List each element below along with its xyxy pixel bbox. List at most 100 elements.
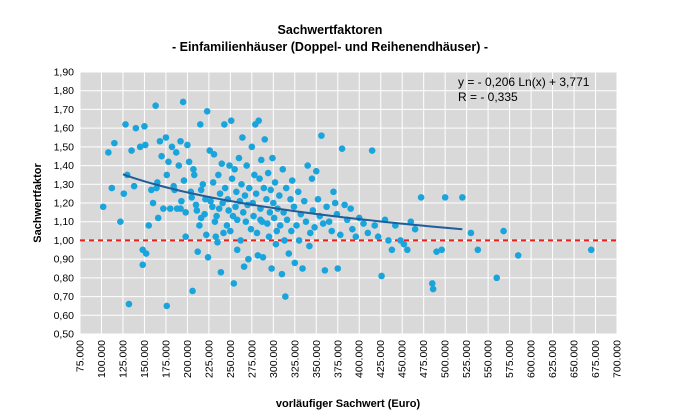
data-point xyxy=(190,166,197,173)
data-point xyxy=(428,280,436,287)
data-point xyxy=(493,274,501,282)
data-point xyxy=(400,240,408,248)
data-point xyxy=(105,149,112,156)
data-point xyxy=(111,139,118,147)
data-point xyxy=(165,158,172,166)
x-tick-label: 75.000 xyxy=(75,340,87,372)
data-point xyxy=(212,233,220,240)
data-point xyxy=(130,182,138,190)
data-point xyxy=(223,222,231,229)
data-point xyxy=(184,141,191,149)
data-point xyxy=(163,171,171,179)
data-point xyxy=(417,194,425,201)
data-point xyxy=(429,285,437,293)
y-tick-label: 0,90 xyxy=(54,254,75,266)
data-point xyxy=(237,237,244,244)
data-point xyxy=(253,229,261,237)
data-point xyxy=(411,225,419,233)
data-point xyxy=(364,229,372,237)
data-point xyxy=(162,134,170,141)
data-point xyxy=(220,229,227,237)
data-point xyxy=(227,117,235,124)
data-point xyxy=(225,207,232,214)
data-point xyxy=(240,263,248,270)
data-point xyxy=(99,203,107,211)
data-point xyxy=(291,259,299,267)
data-point xyxy=(349,225,356,233)
data-point xyxy=(404,246,411,254)
y-tick-label: 1,10 xyxy=(54,216,75,228)
data-point xyxy=(300,197,308,205)
data-point xyxy=(199,180,207,188)
data-point xyxy=(233,188,240,196)
data-point xyxy=(248,143,256,151)
data-point xyxy=(245,184,253,192)
data-point xyxy=(168,143,176,151)
data-point xyxy=(337,231,344,239)
data-point xyxy=(251,171,258,179)
x-tick-label: 600.000 xyxy=(526,340,538,378)
data-point xyxy=(283,216,291,224)
data-point xyxy=(276,222,284,229)
data-point xyxy=(209,179,217,186)
data-point xyxy=(257,216,264,224)
data-point xyxy=(266,209,274,216)
data-point xyxy=(268,265,275,272)
data-point xyxy=(108,184,116,192)
data-point xyxy=(438,246,446,254)
data-point xyxy=(241,192,249,199)
data-point xyxy=(341,201,348,209)
data-point xyxy=(163,302,171,310)
chart-title: Sachwertfaktoren xyxy=(278,23,383,37)
data-point xyxy=(120,190,128,197)
y-tick-label: 1,60 xyxy=(54,123,75,135)
data-point xyxy=(245,255,252,263)
data-point xyxy=(182,233,189,240)
data-point xyxy=(215,171,222,179)
x-axis-label: vorläufiger Sachwert (Euro) xyxy=(276,398,421,410)
data-point xyxy=(219,199,226,207)
data-point xyxy=(230,280,238,287)
x-tick-label: 125.000 xyxy=(117,340,129,378)
data-point xyxy=(474,246,482,254)
trendline-equation: y = - 0,206 Ln(x) + 3,771 xyxy=(458,75,590,89)
x-tick-label: 475.000 xyxy=(418,340,430,378)
y-tick-label: 1,90 xyxy=(54,67,75,79)
data-point xyxy=(288,227,295,235)
y-tick-label: 0,50 xyxy=(54,329,75,341)
data-point xyxy=(256,175,263,182)
data-point xyxy=(197,214,205,222)
data-point xyxy=(136,143,144,151)
data-point xyxy=(287,195,294,203)
data-point xyxy=(166,205,174,212)
data-point xyxy=(242,218,250,226)
data-point xyxy=(232,203,239,211)
data-point xyxy=(125,300,133,308)
data-point xyxy=(213,212,220,220)
data-point xyxy=(211,218,219,226)
data-point xyxy=(304,162,311,169)
data-point xyxy=(193,207,201,214)
data-point xyxy=(141,141,149,149)
x-tick-label: 300.000 xyxy=(268,340,280,378)
data-point xyxy=(221,121,228,128)
data-point xyxy=(247,225,255,233)
y-tick-labels: 0,50 0,60 0,70 0,80 0,90 1,00 1,10 1,20 1,30 1,40… xyxy=(54,67,75,341)
data-point xyxy=(197,186,205,194)
data-point xyxy=(217,268,225,276)
data-point xyxy=(158,152,165,160)
data-point xyxy=(514,252,522,259)
x-tick-label: 375.000 xyxy=(332,340,344,378)
data-points xyxy=(99,98,595,310)
data-point xyxy=(318,132,325,139)
data-point xyxy=(243,162,250,169)
data-point xyxy=(148,186,155,194)
x-tick-label: 500.000 xyxy=(440,340,452,378)
y-tick-label: 1,20 xyxy=(54,198,75,210)
x-tick-label: 525.000 xyxy=(461,340,473,378)
data-point xyxy=(257,156,265,164)
data-point xyxy=(227,227,234,235)
x-tick-label: 625.000 xyxy=(547,340,559,378)
data-point xyxy=(142,250,150,257)
data-point xyxy=(338,145,346,153)
